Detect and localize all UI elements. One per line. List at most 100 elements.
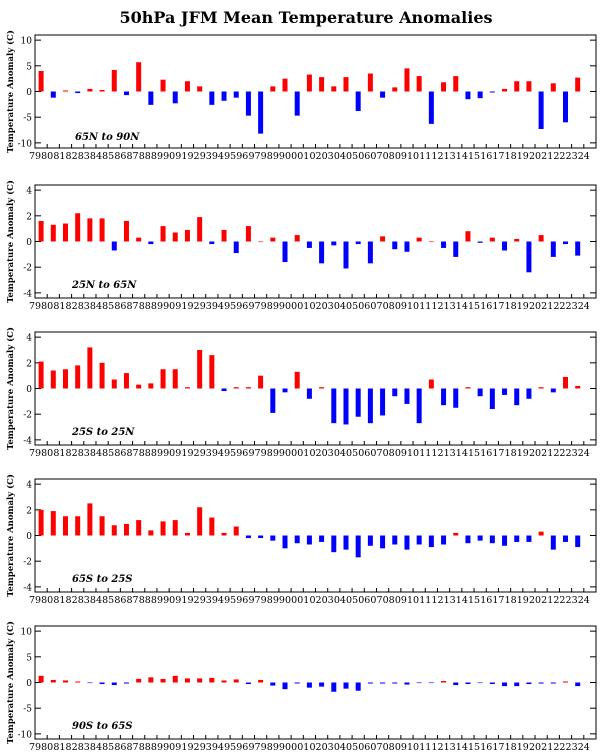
bar-14: [465, 682, 471, 685]
bar-05: [355, 91, 361, 112]
x-tick-label-01: 01: [297, 151, 309, 162]
bar-98: [270, 682, 276, 686]
bar-12: [441, 680, 447, 683]
x-tick-label-84: 84: [90, 301, 102, 312]
x-tick-label-82: 82: [66, 742, 78, 753]
x-tick-label-02: 02: [309, 595, 321, 606]
x-tick-label-24: 24: [578, 595, 590, 606]
bar-93: [209, 241, 215, 245]
bar-96: [245, 226, 251, 242]
x-tick-label-81: 81: [53, 595, 65, 606]
x-tick-label-79: 79: [29, 301, 41, 312]
bar-13: [453, 388, 459, 408]
bar-00: [294, 91, 300, 116]
bar-08: [392, 388, 398, 397]
bar-94: [221, 229, 227, 242]
x-tick-label-87: 87: [127, 301, 139, 312]
region-label: 25S to 25N: [71, 427, 135, 438]
bar-95: [233, 526, 239, 536]
x-tick-label-93: 93: [200, 595, 212, 606]
bar-89: [160, 678, 166, 683]
bar-08: [392, 241, 398, 250]
x-tick-label-12: 12: [431, 742, 443, 753]
x-tick-label-20: 20: [529, 448, 541, 459]
y-tick-label: -10: [18, 139, 33, 149]
x-tick-label-98: 98: [261, 448, 273, 459]
bar-84: [99, 516, 105, 536]
x-tick-label-07: 07: [370, 151, 382, 162]
bar-89: [160, 521, 166, 536]
bar-80: [50, 679, 56, 683]
bar-97: [258, 241, 264, 243]
bar-20: [538, 682, 544, 684]
y-tick-label: 0: [26, 385, 32, 395]
bar-93: [209, 91, 215, 105]
x-tick-label-22: 22: [553, 301, 565, 312]
x-tick-label-95: 95: [224, 595, 236, 606]
x-tick-label-01: 01: [297, 448, 309, 459]
bar-23: [575, 77, 581, 92]
y-axis-label: Temperature Anomaly (C): [5, 180, 16, 303]
bar-02: [319, 682, 325, 687]
x-tick-label-11: 11: [419, 301, 431, 312]
x-tick-label-18: 18: [505, 301, 517, 312]
bar-09: [404, 535, 410, 550]
x-tick-label-18: 18: [505, 448, 517, 459]
x-tick-label-94: 94: [212, 301, 224, 312]
y-tick-label: 5: [26, 62, 32, 72]
bar-93: [209, 517, 215, 536]
x-tick-label-86: 86: [114, 151, 126, 162]
bar-04: [343, 77, 349, 92]
bar-88: [148, 91, 154, 105]
x-tick-label-21: 21: [541, 595, 553, 606]
x-tick-label-96: 96: [236, 742, 248, 753]
x-tick-label-19: 19: [517, 595, 529, 606]
bar-92: [197, 507, 203, 536]
bar-92: [197, 86, 203, 92]
bar-92: [197, 678, 203, 683]
bar-15: [477, 241, 483, 243]
bar-20: [538, 531, 544, 536]
bar-94: [221, 680, 227, 683]
x-tick-label-90: 90: [163, 742, 175, 753]
x-tick-label-82: 82: [66, 151, 78, 162]
bar-90: [172, 675, 178, 683]
x-tick-label-92: 92: [187, 742, 199, 753]
bar-86: [123, 682, 129, 684]
x-tick-label-85: 85: [102, 742, 114, 753]
x-tick-label-11: 11: [419, 448, 431, 459]
bar-09: [404, 388, 410, 404]
bar-08: [392, 87, 398, 92]
bar-88: [148, 677, 154, 683]
y-tick-label: 10: [21, 37, 33, 47]
x-tick-label-88: 88: [139, 151, 151, 162]
bar-94: [221, 532, 227, 536]
x-tick-label-21: 21: [541, 742, 553, 753]
bar-18: [514, 238, 520, 242]
x-tick-label-10: 10: [407, 448, 419, 459]
x-tick-label-99: 99: [273, 742, 285, 753]
x-tick-label-22: 22: [553, 742, 565, 753]
bar-00: [294, 235, 300, 242]
bar-83: [87, 347, 93, 389]
bar-81: [62, 90, 68, 92]
y-tick-label: -5: [23, 114, 32, 124]
x-tick-label-98: 98: [261, 595, 273, 606]
bar-13: [453, 76, 459, 92]
x-tick-label-13: 13: [444, 448, 456, 459]
bar-05: [355, 535, 361, 558]
x-tick-label-94: 94: [212, 595, 224, 606]
bar-86: [123, 91, 129, 96]
bar-17: [502, 88, 508, 92]
bar-23: [575, 385, 581, 389]
x-tick-label-92: 92: [187, 595, 199, 606]
bar-15: [477, 91, 483, 99]
bar-79: [38, 220, 44, 242]
bar-09: [404, 68, 410, 92]
x-tick-label-11: 11: [419, 595, 431, 606]
bar-21: [550, 388, 556, 393]
bar-82: [75, 213, 81, 242]
bar-10: [416, 535, 422, 545]
x-tick-label-86: 86: [114, 595, 126, 606]
